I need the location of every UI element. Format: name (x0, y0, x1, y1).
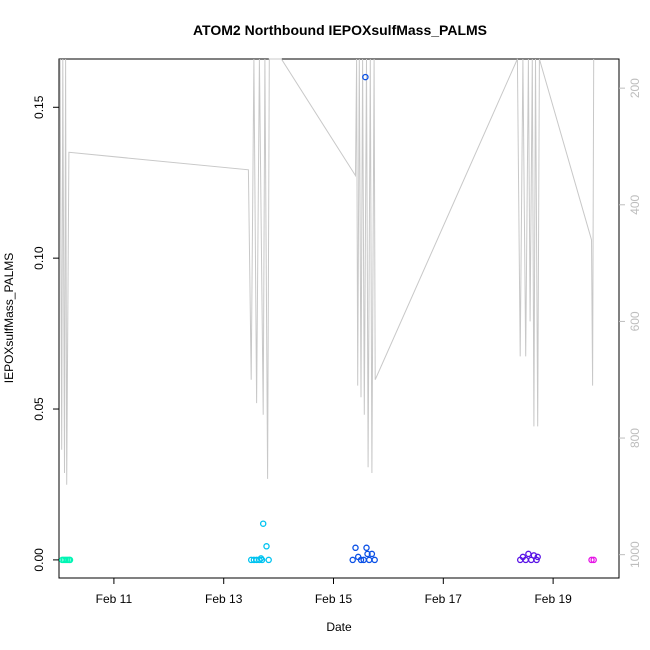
x-tick-label-1: Feb 13 (205, 592, 243, 606)
y-tick-label-2: 0.10 (32, 246, 46, 270)
data-point-s2-6 (363, 544, 370, 552)
data-point-s1-3 (256, 556, 263, 564)
data-point-s2-3 (357, 556, 365, 564)
pressure-trace-line (59, 58, 595, 485)
data-point-s2-5 (362, 73, 369, 81)
data-points (59, 73, 597, 564)
data-point-s3-5 (530, 552, 538, 559)
y-axis: 0.00 0.05 0.10 0.15 (32, 95, 59, 572)
data-point-s1-6 (259, 520, 267, 527)
data-point-s0-5 (66, 556, 74, 564)
data-point-s2-9 (368, 550, 376, 558)
data-point-s2-1 (352, 544, 359, 552)
right-tick-label-1: 400 (628, 194, 642, 214)
data-point-s4-1 (590, 556, 597, 564)
data-point-s1-7 (263, 543, 270, 550)
data-point-s1-8 (265, 556, 272, 564)
y-tick-label-0: 0.00 (32, 548, 46, 572)
x-tick-label-0: Feb 11 (96, 592, 133, 606)
pressure-trace (59, 58, 595, 485)
data-point-s4-0 (588, 556, 595, 564)
right-tick-label-3: 800 (628, 428, 642, 448)
data-point-s1-5 (258, 556, 266, 564)
y-axis-label: IEPOXsulfMass_PALMS (2, 253, 16, 384)
x-axis: Feb 11 Feb 13 Feb 15 Feb 17 Feb 19 (96, 577, 572, 606)
x-tick-label-3: Feb 17 (425, 592, 463, 606)
right-tick-label-4: 1000 (628, 541, 642, 568)
y-tick-label-1: 0.05 (32, 397, 46, 421)
data-point-s3-6 (533, 556, 540, 564)
x-axis-label: Date (326, 620, 352, 634)
data-point-s2-7 (364, 550, 371, 558)
x-tick-label-4: Feb 19 (534, 592, 572, 606)
right-tick-label-2: 600 (628, 311, 642, 331)
data-point-s2-0 (349, 556, 356, 564)
x-tick-label-2: Feb 15 (315, 592, 353, 606)
data-point-s2-10 (371, 556, 378, 564)
chart-title: ATOM2 Northbound IEPOXsulfMass_PALMS (193, 22, 487, 38)
right-tick-label-0: 200 (628, 78, 642, 98)
data-point-s3-3 (525, 550, 532, 558)
data-point-s3-7 (534, 553, 541, 561)
y-tick-label-3: 0.15 (32, 95, 46, 119)
right-pressure-axis: 200 400 600 800 1000 (619, 78, 642, 568)
